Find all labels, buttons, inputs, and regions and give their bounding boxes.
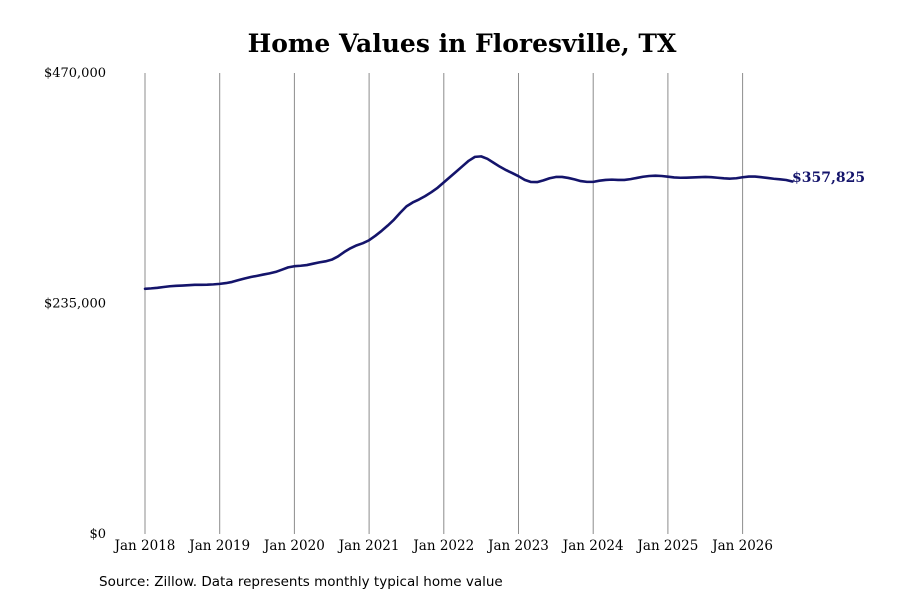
y-tick-label: $235,000 bbox=[44, 297, 106, 312]
x-tick-label: Jan 2021 bbox=[337, 538, 400, 554]
series-layer bbox=[143, 155, 794, 291]
chart-title: Home Values in Floresville, TX bbox=[248, 29, 677, 58]
source-note: Source: Zillow. Data represents monthly … bbox=[99, 574, 503, 590]
x-tick-label: Jan 2019 bbox=[187, 538, 250, 554]
grid-lines bbox=[144, 73, 744, 534]
y-axis-ticks: $0 $235,000 $470,000 bbox=[44, 66, 106, 542]
x-tick-label: Jan 2023 bbox=[486, 538, 549, 554]
y-tick-label: $470,000 bbox=[44, 66, 106, 81]
x-tick-label: Jan 2025 bbox=[635, 538, 698, 554]
series-line-0 bbox=[143, 155, 794, 291]
y-tick-label: $0 bbox=[89, 527, 106, 542]
x-tick-label: Jan 2020 bbox=[262, 538, 325, 554]
x-tick-label: Jan 2026 bbox=[710, 538, 773, 554]
x-tick-label: Jan 2024 bbox=[561, 538, 624, 554]
last-value-label: $357,825 bbox=[792, 170, 865, 186]
x-tick-label: Jan 2018 bbox=[113, 538, 176, 554]
x-tick-label: Jan 2022 bbox=[411, 538, 474, 554]
x-axis-ticks: Jan 2018 Jan 2019 Jan 2020 Jan 2021 Jan 2022… bbox=[113, 538, 773, 554]
